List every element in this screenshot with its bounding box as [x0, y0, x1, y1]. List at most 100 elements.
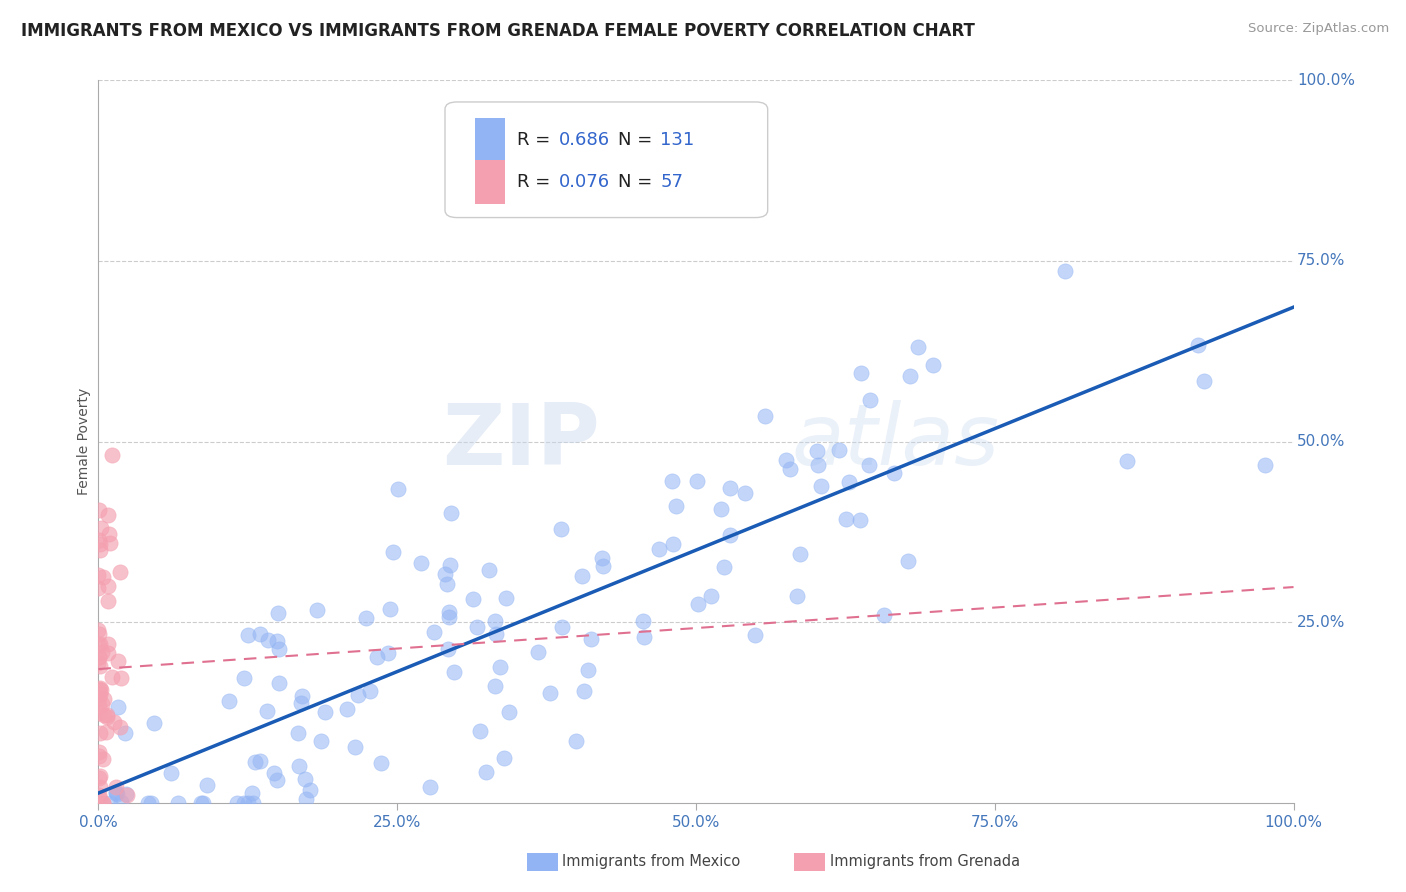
Text: 75.0%: 75.0%: [1298, 253, 1346, 268]
Point: [238, 796, 260, 810]
Point: [294, 772, 316, 786]
Text: Source: ZipAtlas.com: Source: ZipAtlas.com: [1249, 22, 1389, 36]
Point: [110, 795, 132, 809]
Point: [370, 756, 392, 770]
Point: [478, 563, 501, 577]
Point: [440, 506, 463, 520]
Point: [835, 512, 858, 526]
Text: R =: R =: [517, 130, 555, 149]
Point: [240, 786, 263, 800]
Point: [474, 764, 496, 779]
Point: [564, 734, 586, 748]
Point: [105, 780, 128, 795]
FancyBboxPatch shape: [446, 102, 768, 218]
Point: [779, 462, 801, 476]
Point: [89, 681, 111, 696]
Point: [465, 620, 488, 634]
Point: [579, 632, 602, 647]
Point: [498, 705, 520, 719]
Point: [263, 766, 285, 780]
Point: [744, 627, 766, 641]
Point: [195, 778, 218, 792]
Point: [437, 642, 460, 657]
Point: [838, 475, 860, 490]
Point: [648, 541, 671, 556]
Point: [1116, 454, 1139, 468]
Point: [354, 611, 377, 625]
Point: [495, 591, 517, 605]
Point: [107, 654, 129, 668]
Point: [87, 746, 110, 760]
Point: [700, 589, 723, 603]
Point: [436, 577, 458, 591]
Point: [433, 567, 456, 582]
Point: [89, 533, 111, 547]
Point: [97, 637, 120, 651]
Point: [108, 720, 131, 734]
Point: [114, 787, 136, 801]
Point: [89, 659, 111, 673]
Point: [883, 466, 905, 480]
Point: [236, 628, 259, 642]
Point: [550, 522, 572, 536]
FancyBboxPatch shape: [475, 118, 505, 161]
Point: [249, 754, 271, 768]
Point: [94, 725, 117, 739]
Point: [661, 474, 683, 488]
Point: [91, 751, 114, 765]
Point: [190, 796, 212, 810]
Point: [314, 705, 336, 719]
Point: [97, 508, 120, 523]
Point: [571, 569, 593, 583]
Point: [443, 665, 465, 679]
Point: [103, 715, 125, 730]
Point: [1053, 264, 1076, 278]
Point: [290, 696, 312, 710]
Point: [665, 500, 688, 514]
Point: [378, 602, 401, 616]
Point: [423, 625, 446, 640]
Point: [257, 633, 280, 648]
Point: [89, 749, 111, 764]
Point: [633, 630, 655, 644]
Point: [90, 521, 112, 535]
Point: [91, 796, 114, 810]
Point: [550, 619, 572, 633]
Point: [484, 627, 506, 641]
Point: [366, 650, 388, 665]
Point: [710, 502, 733, 516]
Text: N =: N =: [619, 173, 658, 191]
Point: [139, 796, 162, 810]
Point: [576, 663, 599, 677]
Point: [437, 605, 460, 619]
Point: [538, 686, 561, 700]
Point: [100, 448, 122, 462]
Point: [775, 453, 797, 467]
Point: [849, 366, 872, 380]
Point: [1254, 458, 1277, 472]
Point: [591, 551, 613, 566]
Point: [266, 633, 288, 648]
Point: [97, 579, 120, 593]
Point: [267, 676, 290, 690]
Point: [439, 610, 461, 624]
Point: [907, 340, 929, 354]
Point: [299, 783, 322, 797]
Point: [89, 687, 111, 701]
Point: [89, 791, 111, 805]
Point: [387, 482, 409, 496]
Point: [87, 581, 110, 595]
Text: 57: 57: [661, 173, 683, 191]
Y-axis label: Female Poverty: Female Poverty: [77, 388, 91, 495]
Point: [96, 708, 118, 723]
Point: [347, 688, 370, 702]
Point: [87, 627, 110, 641]
Point: [734, 486, 756, 500]
Point: [1192, 374, 1215, 388]
Point: [806, 458, 828, 472]
Point: [439, 558, 461, 572]
Point: [295, 792, 318, 806]
Point: [243, 756, 266, 770]
Text: 50.0%: 50.0%: [1298, 434, 1346, 449]
Text: ZIP: ZIP: [443, 400, 600, 483]
